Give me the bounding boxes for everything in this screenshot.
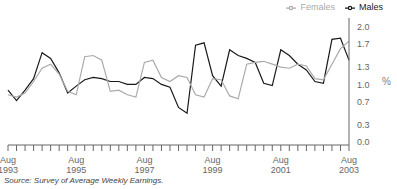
svg-text:Aug1995: Aug1995 [66,155,86,175]
svg-text:0.7: 0.7 [357,97,370,107]
svg-text:Aug2003: Aug2003 [339,155,359,175]
svg-text:0.0: 0.0 [357,137,370,147]
svg-text:Aug1993: Aug1993 [8,155,18,175]
svg-text:1.7: 1.7 [357,39,370,49]
svg-text:1.0: 1.0 [357,80,370,90]
svg-text:0.3: 0.3 [357,120,370,130]
svg-text:Aug2001: Aug2001 [271,155,291,175]
svg-text:Aug1999: Aug1999 [203,155,223,175]
svg-text:1.3: 1.3 [357,62,370,72]
html-text:Females: Females [300,2,335,12]
svg-text:Aug1997: Aug1997 [134,155,154,175]
html-text:Source: Survey of Average Week: Source: Survey of Average Weekly Earning… [4,176,164,185]
svg-text:%: % [382,76,389,87]
svg-text:2.0: 2.0 [357,22,370,32]
html-text:Males: Males [359,2,383,12]
